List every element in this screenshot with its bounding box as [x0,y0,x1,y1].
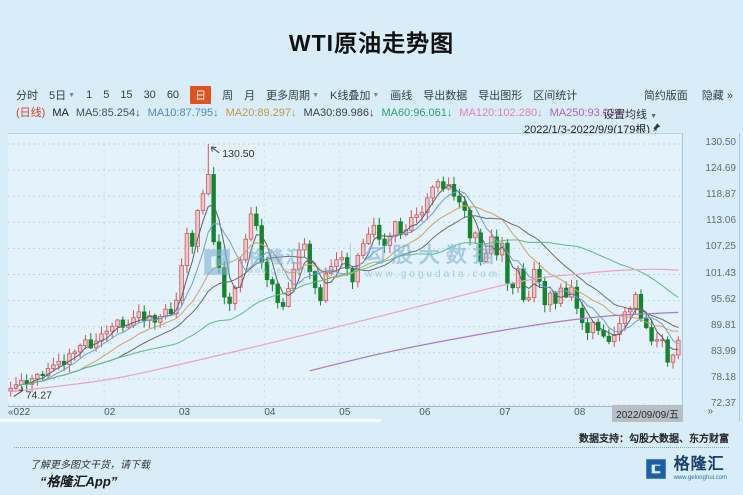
y-axis-tick-label: 130.50 [705,137,736,148]
scroll-right-arrow[interactable]: » [707,406,713,417]
chart-toolbar: 分时 5日 ▼ 1 5 15 30 60 日周月更多周期 ▼ K线叠加 ▼ 画线 导出数据 导出图形 区间统计… [16,86,733,104]
ma-legend-item-ma30: MA30:89.986↓ [303,107,375,119]
toolbar-item-10[interactable]: 更多周期 ▼ [266,90,319,102]
toolbar-item-1[interactable]: 5日 ▼ [49,90,76,102]
gelonghui-logo-text: 格隆汇 [673,456,725,473]
x-axis-tick-label: 07 [499,407,511,418]
ma-legend-item-ma5: MA5:85.254↓ [75,107,141,119]
chevron-down-icon: ▼ [68,91,76,99]
gelonghui-logo: 格隆汇 www.gelonghui.com [643,456,727,482]
ma-legend-item-ma10: MA10:87.795↓ [147,107,219,119]
y-axis-tick-label: 95.62 [710,293,736,305]
toolbar-item-9[interactable]: 月 [244,90,256,102]
page-title: WTI原油走势图 [288,30,455,56]
toolbar-item-8[interactable]: 周 [222,90,234,102]
toolbar-right-item-1[interactable]: 隐藏 » [701,90,733,102]
y-axis-tick-label: 78.18 [710,371,736,383]
x-axis-tick-label: «022 [8,407,31,418]
toolbar-item-14[interactable]: 导出图形 [478,90,523,102]
x-axis-tick-label: 05 [339,407,351,418]
svg-text:130.50: 130.50 [222,148,254,160]
toolbar-right-item-0[interactable]: 简约版面 [643,90,688,102]
gelonghui-logo-icon [645,459,666,479]
toolbar-item-11[interactable]: K线叠加 ▼ [330,90,380,102]
toolbar-item-12[interactable]: 画线 [390,90,413,102]
toolbar-item-5[interactable]: 30 [143,89,156,101]
y-axis-tick-label: 72.37 [710,398,736,409]
toolbar-item-6[interactable]: 60 [166,89,180,101]
chevron-down-icon: ▼ [372,91,380,99]
ma-legend-period: (日线) [16,107,46,119]
ma-legend-item-ma60: MA60:96.061↓ [381,107,453,119]
ma-settings-button[interactable]: 设置均线 ▼ [603,106,657,122]
zoom-scrollbar-thumb[interactable] [0,419,381,422]
y-axis-tick-label: 113.06 [706,215,736,227]
x-axis-tick-label: 03 [178,407,191,418]
toolbar-item-15[interactable]: 区间统计 [533,90,578,102]
footer-promo-line2: “格隆汇App” [40,474,118,489]
toolbar-item-2[interactable]: 1 [86,89,93,101]
x-axis-tick-label: 02 [104,407,116,418]
ma-legend-item-ma20: MA20:89.297↓ [225,107,297,119]
data-support-note: 数据支持：勾股大数据、东方财富 [579,434,729,445]
footer-promo-line1: 了解更多图文干货，请下载 [30,460,150,471]
panel-right-border [739,133,740,421]
gelonghui-logo-url: www.gelonghui.com [673,475,727,481]
ma-settings-label: 设置均线 [603,109,647,121]
toolbar-item-3[interactable]: 5 [103,89,110,101]
x-axis-labels: «022 02 03 04 05 06 07 08 [8,406,681,421]
toolbar-item-13[interactable]: 导出数据 [423,90,468,102]
pin-icon[interactable] [652,123,661,136]
x-axis-tick-label: 08 [574,407,586,418]
footer-separator [14,447,729,448]
toolbar-item-0[interactable]: 分时 [16,90,38,102]
x-axis-tick-label: 04 [264,407,276,418]
toolbar-view-items: 简约版面 隐藏 » [630,87,733,103]
y-axis-tick-label: 83.99 [710,345,736,357]
y-axis-tick-label: 107.25 [705,241,736,253]
chevron-down-icon: ▼ [312,91,319,99]
kline-chart[interactable]: 130.50 74.27 [8,133,681,407]
ma-legend: (日线) MA MA5:85.254↓ MA10:87.795↓ MA20:89.297… [16,104,634,120]
y-axis-tick-label: 118.87 [706,189,736,201]
toolbar-item-4[interactable]: 15 [120,89,133,101]
chevron-down-icon: ▼ [650,113,657,120]
ma-legend-item-ma120: MA120:102.280↓ [459,107,543,119]
ma-legend-title: MA [52,107,69,119]
current-date-badge: 2022/09/09/五 [612,405,683,422]
ma-legend-item-ma250: MA250:93.034↑ [549,107,627,119]
toolbar-item-7[interactable]: 日 [190,86,212,104]
toolbar-period-items: 分时 5日 ▼ 1 5 15 30 60 日周月更多周期 ▼ K线叠加 ▼ 画线 导出数据 导出图形 区间统计 [16,86,588,104]
y-axis-tick-label: 124.69 [705,163,736,175]
y-axis-tick-label: 89.81 [710,319,736,331]
x-axis-tick-label: 06 [419,407,431,418]
y-axis-tick-label: 101.43 [705,267,736,279]
plot-right-divider [682,133,683,421]
svg-text:74.27: 74.27 [26,390,52,402]
